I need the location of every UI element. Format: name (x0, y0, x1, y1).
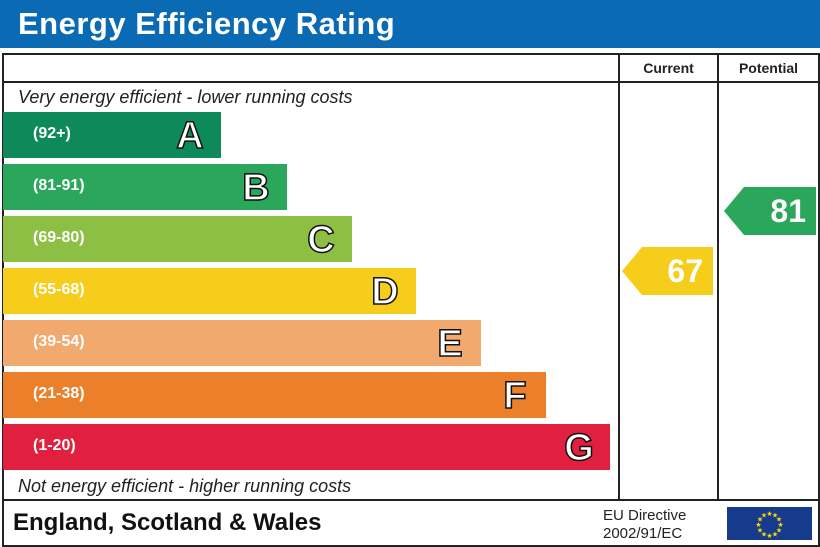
band-d: (55-68) D (3, 268, 416, 314)
potential-rating-value: 81 (770, 193, 806, 229)
star-icon: ★ (777, 521, 783, 529)
band-range: (21-38) (33, 385, 85, 402)
header: Energy Efficiency Rating (0, 0, 820, 48)
directive-line2: 2002/91/EC (603, 525, 683, 542)
svg-text:F: F (503, 375, 526, 416)
band-letter: E (437, 322, 464, 364)
band-letter: C (307, 218, 336, 260)
star-icon: ★ (757, 527, 763, 535)
band-letter: B (242, 166, 271, 208)
band-range: (39-54) (33, 333, 85, 350)
band-letter: G (563, 426, 594, 468)
potential-rating-arrow: 81 (724, 187, 816, 235)
top-note: Very energy efficient - lower running co… (18, 87, 353, 107)
band-b: (81-91) B (3, 164, 287, 210)
svg-text:B: B (242, 167, 269, 208)
band-g: (1-20) G (3, 424, 610, 470)
band-letter: A (176, 114, 205, 156)
bottom-note: Not energy efficient - higher running co… (18, 476, 352, 496)
current-rating-arrow: 67 (622, 247, 713, 295)
star-icon: ★ (766, 532, 772, 540)
divider (717, 53, 719, 501)
divider (618, 53, 620, 501)
page-title: Energy Efficiency Rating (18, 6, 396, 41)
star-icon: ★ (761, 511, 767, 519)
eu-directive: EU Directive 2002/91/EC (603, 507, 686, 543)
band-range: (81-91) (33, 177, 85, 194)
svg-text:A: A (176, 115, 203, 156)
column-header-potential: Potential (738, 60, 799, 76)
star-icon: ★ (776, 527, 782, 535)
region-label: England, Scotland & Wales (13, 509, 322, 536)
star-icon: ★ (772, 511, 778, 519)
svg-text:C: C (307, 219, 334, 260)
star-icon: ★ (755, 521, 761, 529)
band-c: (69-80) C (3, 216, 352, 262)
directive-line1: EU Directive (603, 507, 687, 524)
band-letter: F (503, 374, 528, 416)
svg-text:D: D (371, 271, 398, 312)
band-a: (92+) A (3, 112, 221, 158)
band-range: (1-20) (33, 437, 76, 454)
svg-text:E: E (437, 323, 462, 364)
star-icon: ★ (776, 516, 782, 524)
band-letter: D (371, 270, 400, 312)
band-range: (69-80) (33, 229, 85, 246)
eu-flag-icon: ★ ★ ★ ★ ★ ★ ★ ★ ★ ★ ★ ★ (727, 507, 812, 540)
band-range: (92+) (33, 125, 71, 142)
star-icon: ★ (761, 531, 767, 539)
band-f: (21-38) F (3, 372, 546, 418)
star-icon: ★ (766, 510, 772, 518)
divider (2, 81, 818, 83)
divider (2, 499, 818, 501)
star-icon: ★ (772, 531, 778, 539)
current-rating-value: 67 (667, 253, 703, 289)
band-e: (39-54) E (3, 320, 481, 366)
star-icon: ★ (757, 516, 763, 524)
column-header-current: Current (643, 60, 694, 76)
band-range: (55-68) (33, 281, 85, 298)
svg-text:G: G (564, 427, 594, 468)
